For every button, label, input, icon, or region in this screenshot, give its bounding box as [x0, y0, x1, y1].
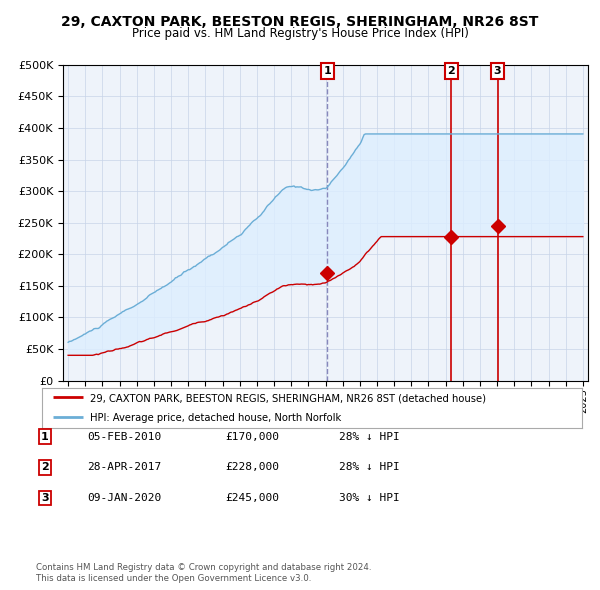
Text: 09-JAN-2020: 09-JAN-2020	[87, 493, 161, 503]
Text: 28% ↓ HPI: 28% ↓ HPI	[339, 463, 400, 472]
Text: Contains HM Land Registry data © Crown copyright and database right 2024.: Contains HM Land Registry data © Crown c…	[36, 563, 371, 572]
Text: 3: 3	[41, 493, 49, 503]
Text: 28-APR-2017: 28-APR-2017	[87, 463, 161, 472]
Text: £245,000: £245,000	[225, 493, 279, 503]
Text: HPI: Average price, detached house, North Norfolk: HPI: Average price, detached house, Nort…	[89, 413, 341, 423]
Text: 05-FEB-2010: 05-FEB-2010	[87, 432, 161, 441]
Text: 29, CAXTON PARK, BEESTON REGIS, SHERINGHAM, NR26 8ST (detached house): 29, CAXTON PARK, BEESTON REGIS, SHERINGH…	[89, 393, 485, 403]
Text: 29, CAXTON PARK, BEESTON REGIS, SHERINGHAM, NR26 8ST: 29, CAXTON PARK, BEESTON REGIS, SHERINGH…	[61, 15, 539, 29]
Text: 30% ↓ HPI: 30% ↓ HPI	[339, 493, 400, 503]
Text: 1: 1	[41, 432, 49, 441]
Text: 3: 3	[494, 66, 502, 76]
Text: £228,000: £228,000	[225, 463, 279, 472]
Text: Price paid vs. HM Land Registry's House Price Index (HPI): Price paid vs. HM Land Registry's House …	[131, 27, 469, 40]
Text: This data is licensed under the Open Government Licence v3.0.: This data is licensed under the Open Gov…	[36, 574, 311, 583]
Text: 1: 1	[323, 66, 331, 76]
Text: 2: 2	[448, 66, 455, 76]
Text: 2: 2	[41, 463, 49, 472]
Text: 28% ↓ HPI: 28% ↓ HPI	[339, 432, 400, 441]
Text: £170,000: £170,000	[225, 432, 279, 441]
